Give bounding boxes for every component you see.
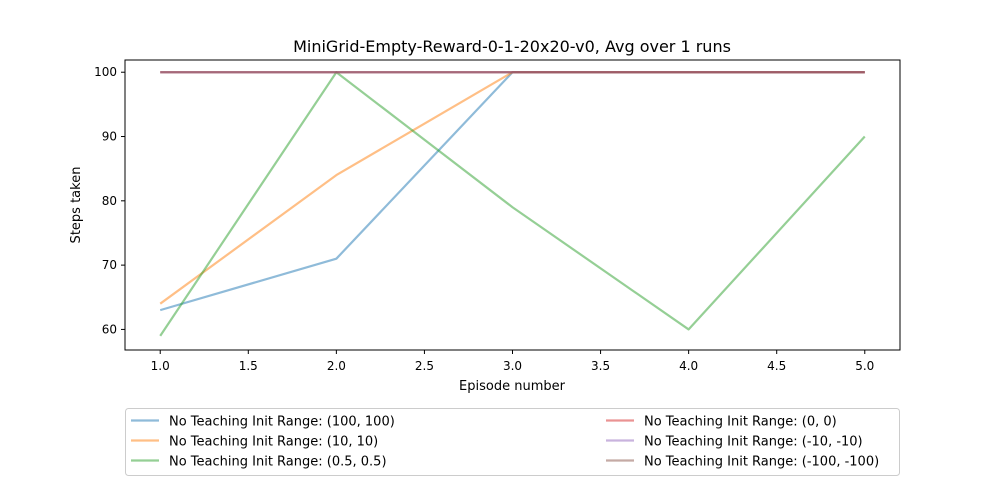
x-tick-label: 3.5 (591, 359, 610, 373)
legend-frame (125, 408, 900, 476)
legend-item: No Teaching Init Range: (-10, -10) (606, 435, 863, 450)
legend-item: No Teaching Init Range: (0, 0) (606, 415, 837, 430)
legend-item: No Teaching Init Range: (100, 100) (131, 415, 395, 430)
legend-label: No Teaching Init Range: (100, 100) (169, 415, 395, 430)
x-tick-label: 4.5 (767, 359, 786, 373)
y-tick-label: 80 (102, 194, 117, 208)
legend-label: No Teaching Init Range: (0, 0) (644, 415, 837, 430)
legend-item: No Teaching Init Range: (10, 10) (131, 435, 378, 450)
legend-item: No Teaching Init Range: (-100, -100) (606, 455, 879, 470)
legend-label: No Teaching Init Range: (0.5, 0.5) (169, 455, 387, 470)
legend-label: No Teaching Init Range: (-10, -10) (644, 435, 863, 450)
series-line-3 (159, 71, 866, 337)
y-axis-ticks: 60 70 80 90 100 (94, 65, 125, 336)
x-tick-label: 1.5 (239, 359, 258, 373)
x-tick-label: 2.5 (415, 359, 434, 373)
series-line-2 (159, 71, 865, 305)
y-tick-label: 70 (102, 258, 117, 272)
x-tick-label: 3.0 (503, 359, 522, 373)
series-line-1 (159, 71, 865, 312)
series-layer (159, 71, 866, 337)
legend-label: No Teaching Init Range: (-100, -100) (644, 455, 879, 470)
x-tick-label: 2.0 (327, 359, 346, 373)
y-tick-label: 60 (102, 322, 117, 336)
x-tick-label: 5.0 (855, 359, 874, 373)
legend-item: No Teaching Init Range: (0.5, 0.5) (131, 455, 387, 470)
plot-frame (124, 59, 901, 351)
chart-title: MiniGrid-Empty-Reward-0-1-20x20-v0, Avg … (293, 37, 731, 56)
legend: No Teaching Init Range: (100, 100) No Tea… (125, 408, 900, 476)
y-tick-label: 100 (94, 65, 117, 79)
legend-label: No Teaching Init Range: (10, 10) (169, 435, 378, 450)
y-axis-label: Steps taken (69, 167, 84, 244)
x-axis-label: Episode number (459, 379, 566, 394)
y-tick-label: 90 (102, 130, 117, 144)
x-axis-ticks: 1.0 1.5 2.0 2.5 3.0 3.5 4.0 4.5 5.0 (151, 350, 874, 373)
x-tick-label: 1.0 (151, 359, 170, 373)
x-tick-label: 4.0 (679, 359, 698, 373)
